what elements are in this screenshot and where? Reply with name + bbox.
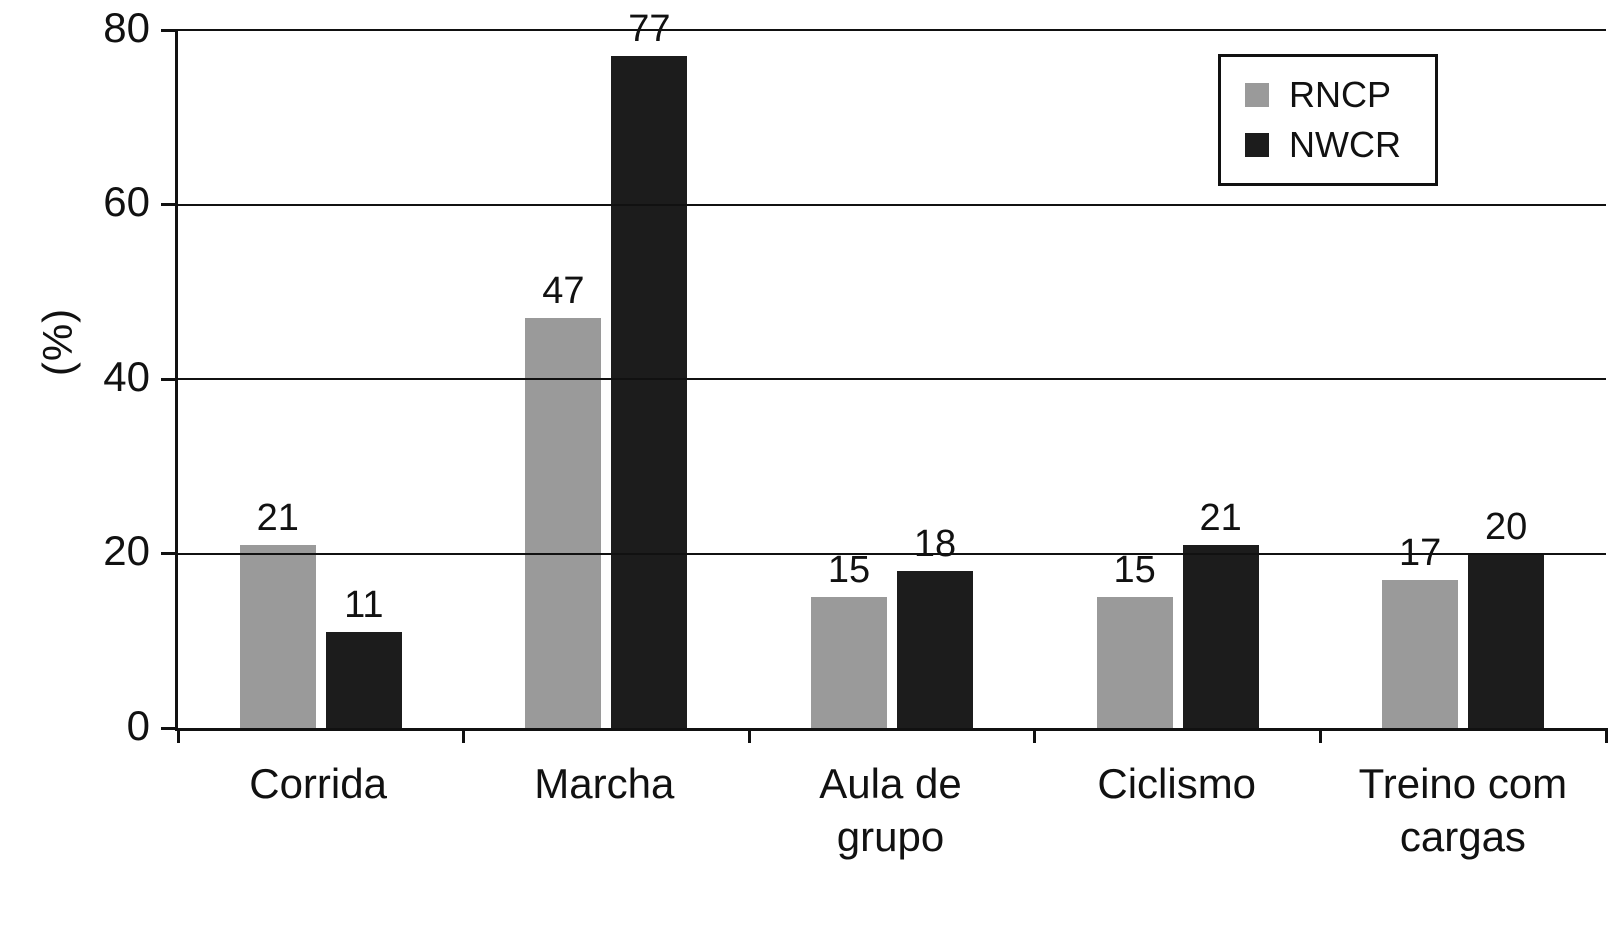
y-tick-label-20: 20 — [103, 527, 150, 575]
y-tick-label-0: 0 — [126, 701, 150, 749]
legend-entry-rncp: RNCP — [1245, 77, 1401, 113]
bar-value-label: 21 — [1199, 496, 1242, 539]
legend-swatch-rncp — [1245, 83, 1270, 107]
x-tick-mark-1 — [462, 728, 466, 743]
legend-label-nwcr: NWCR — [1289, 124, 1401, 165]
bar-value-label: 20 — [1485, 505, 1528, 548]
category-group-marcha: 47 77 — [464, 10, 750, 728]
legend-entries: RNCP NWCR — [1245, 77, 1401, 163]
legend-label-rncp: RNCP — [1289, 74, 1392, 115]
y-tick-mark-40 — [161, 377, 178, 381]
y-tick-label-80: 80 — [103, 3, 150, 51]
x-tick-mark-5 — [1604, 728, 1608, 743]
bar-rncp-treino-com-cargas: 17 — [1382, 534, 1459, 728]
category-label-aula-de-grupo: Aula de grupo — [819, 760, 962, 860]
bar-value-label: 11 — [344, 584, 384, 627]
category-group-ciclismo: 15 21 — [1035, 30, 1321, 728]
bar-nwcr-treino-com-cargas: 20 — [1468, 508, 1545, 728]
bar-rncp-corrida: 21 — [239, 499, 316, 728]
legend: RNCP NWCR — [1218, 54, 1438, 186]
gridline-40 — [178, 378, 1606, 380]
bar-rncp-marcha: 47 — [525, 272, 602, 728]
bar-rncp-ciclismo: 15 — [1096, 551, 1173, 728]
category-label-treino-com-cargas: Treino com cargas — [1358, 760, 1568, 860]
bar-groups: 21 11 47 77 15 18 15 21 17 20 — [178, 10, 1606, 728]
y-tick-mark-80 — [161, 28, 178, 32]
legend-swatch-nwcr — [1245, 133, 1270, 157]
y-tick-label-40: 40 — [103, 352, 150, 400]
bar-nwcr-ciclismo: 21 — [1182, 499, 1259, 728]
y-axis-title: (%) — [34, 307, 81, 377]
bar-nwcr-aula-de-grupo: 18 — [896, 525, 973, 728]
bar-value-label: 18 — [913, 522, 957, 565]
category-group-aula-de-grupo: 15 18 — [749, 30, 1035, 728]
category-label-corrida: Corrida — [249, 760, 387, 807]
gridline-20 — [178, 552, 1606, 555]
bar-value-label: 21 — [256, 496, 299, 539]
bar-rncp-aula-de-grupo: 15 — [810, 551, 887, 728]
y-tick-mark-20 — [161, 552, 178, 555]
x-tick-mark-4 — [1318, 728, 1322, 743]
gridline-80 — [178, 29, 1606, 31]
bar-nwcr-corrida: 11 — [325, 586, 402, 728]
category-label-marcha: Marcha — [534, 760, 675, 807]
bar-value-label: 15 — [1113, 549, 1156, 592]
bar-value-label: 15 — [827, 549, 871, 592]
category-label-ciclismo: Ciclismo — [1097, 760, 1257, 807]
x-tick-mark-2 — [747, 728, 751, 743]
y-tick-mark-0 — [161, 726, 178, 730]
legend-entry-nwcr: NWCR — [1245, 127, 1401, 163]
x-tick-mark-0 — [176, 728, 180, 743]
y-tick-label-60: 60 — [103, 178, 150, 226]
gridline-60 — [178, 203, 1606, 206]
x-tick-mark-3 — [1033, 728, 1037, 743]
x-axis-labels: Corrida Marcha Aula de grupo Ciclismo Treino… — [175, 758, 1606, 863]
y-tick-mark-60 — [161, 203, 178, 206]
plot-area: 21 11 47 77 15 18 15 21 17 20 RNCP NWCR 0 20 40 60 80 — [103, 6, 1608, 746]
bar-value-label: 47 — [542, 269, 585, 312]
bar-nwcr-marcha: 77 — [611, 10, 688, 728]
category-group-corrida: 21 11 — [178, 30, 464, 728]
category-group-treino-com-cargas: 17 20 — [1320, 30, 1606, 728]
